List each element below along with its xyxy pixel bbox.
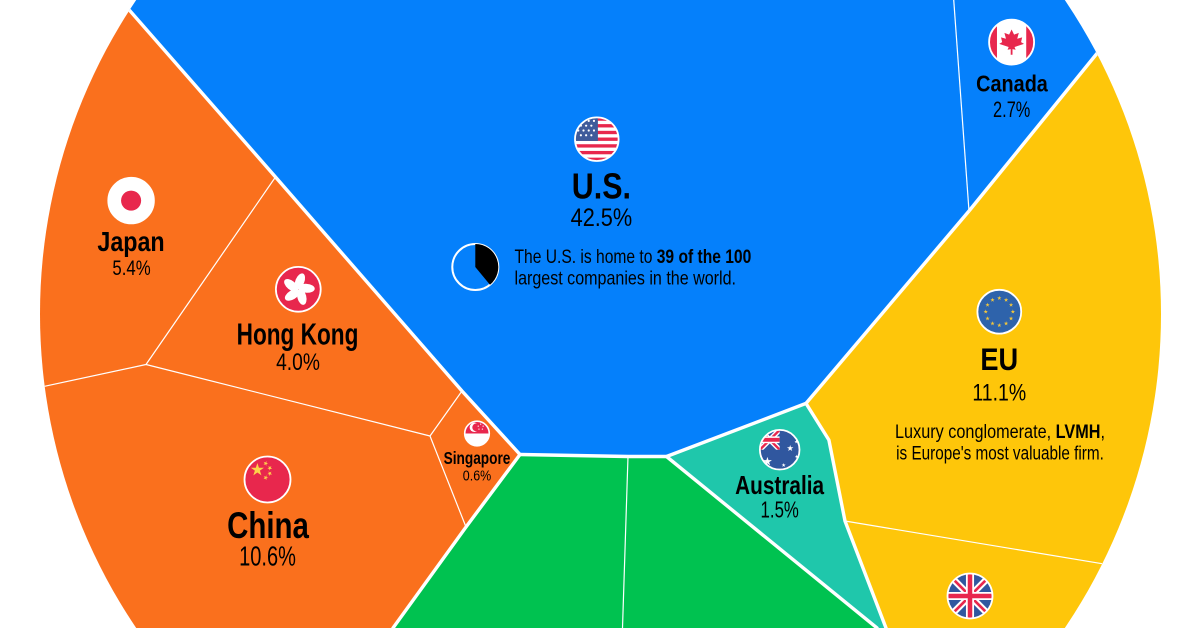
us-annotation: The U.S. is home to 39 of the 100 larges…: [451, 243, 752, 291]
border-thick: [108, 0, 522, 456]
hong-kong-name-label: Hong Kong: [237, 317, 359, 351]
region-green-right: [622, 456, 878, 628]
us-note-line2: largest companies in the world.: [515, 267, 736, 289]
canada-share-label: 2.7%: [993, 98, 1030, 123]
border-thin: [429, 435, 467, 528]
singapore-share-label: 0.6%: [463, 466, 491, 483]
us-share-label: 42.5%: [571, 204, 633, 232]
border-thick: [665, 401, 807, 459]
region-green-left: [385, 454, 628, 628]
region-label-singapore: Singapore 0.6%: [444, 449, 511, 483]
pie-icon: [451, 243, 500, 291]
australia-share-label: 1.5%: [761, 498, 799, 523]
border-thin: [145, 176, 276, 365]
region-us: [110, 0, 969, 457]
china-flag-icon: [245, 457, 291, 503]
us-name-label: U.S.: [572, 167, 631, 207]
canada-name-label: Canada: [976, 70, 1049, 97]
region-label-japan: Japan 5.4%: [97, 227, 164, 280]
japan-flag-icon: [108, 178, 154, 224]
japan-name-label: Japan: [97, 227, 164, 257]
us-note-line1: The U.S. is home to 39 of the 100: [515, 245, 752, 267]
region-label-china: China 10.6%: [227, 506, 309, 572]
us-flag-icon: [575, 117, 619, 161]
region-label-canada: Canada 2.7%: [976, 70, 1049, 123]
border-thick: [386, 453, 522, 628]
border-thick: [804, 209, 971, 405]
region-singapore: [430, 391, 520, 527]
australia-flag-icon: [760, 430, 800, 470]
singapore-flag-icon: [465, 421, 490, 446]
canada-flag-icon: [988, 20, 1035, 65]
eu-name-label: EU: [980, 342, 1018, 377]
uk-flag-icon: [948, 574, 993, 619]
hong-kong-share-label: 4.0%: [276, 348, 320, 376]
border-thin: [952, 0, 970, 212]
border-thin: [145, 363, 431, 437]
border-thin: [844, 520, 1103, 565]
singapore-name-label: Singapore: [444, 449, 511, 468]
australia-name-label: Australia: [735, 471, 825, 500]
japan-share-label: 5.4%: [112, 256, 150, 281]
eu-note-line2: is Europe's most valuable firm.: [896, 442, 1104, 464]
eu-note-line1: Luxury conglomerate, LVMH,: [895, 421, 1105, 443]
china-share-label: 10.6%: [239, 541, 296, 572]
region-label-hong-kong: Hong Kong 4.0%: [237, 317, 359, 375]
eu-share-label: 11.1%: [972, 379, 1026, 406]
china-name-label: China: [227, 506, 309, 547]
border-thick: [665, 455, 885, 628]
border-thin: [429, 390, 463, 437]
eu-annotation: Luxury conglomerate, LVMH, is Europe's m…: [895, 421, 1105, 464]
region-label-eu: EU 11.1%: [972, 342, 1026, 406]
eu-flag-icon: [977, 290, 1021, 334]
region-china: [40, 364, 466, 628]
borders-layer: [40, 0, 1132, 628]
region-label-australia: Australia 1.5%: [735, 471, 825, 523]
region-label-us: U.S. 42.5%: [571, 167, 633, 231]
hong-kong-flag-icon: [276, 267, 321, 312]
border-thin: [621, 456, 629, 628]
